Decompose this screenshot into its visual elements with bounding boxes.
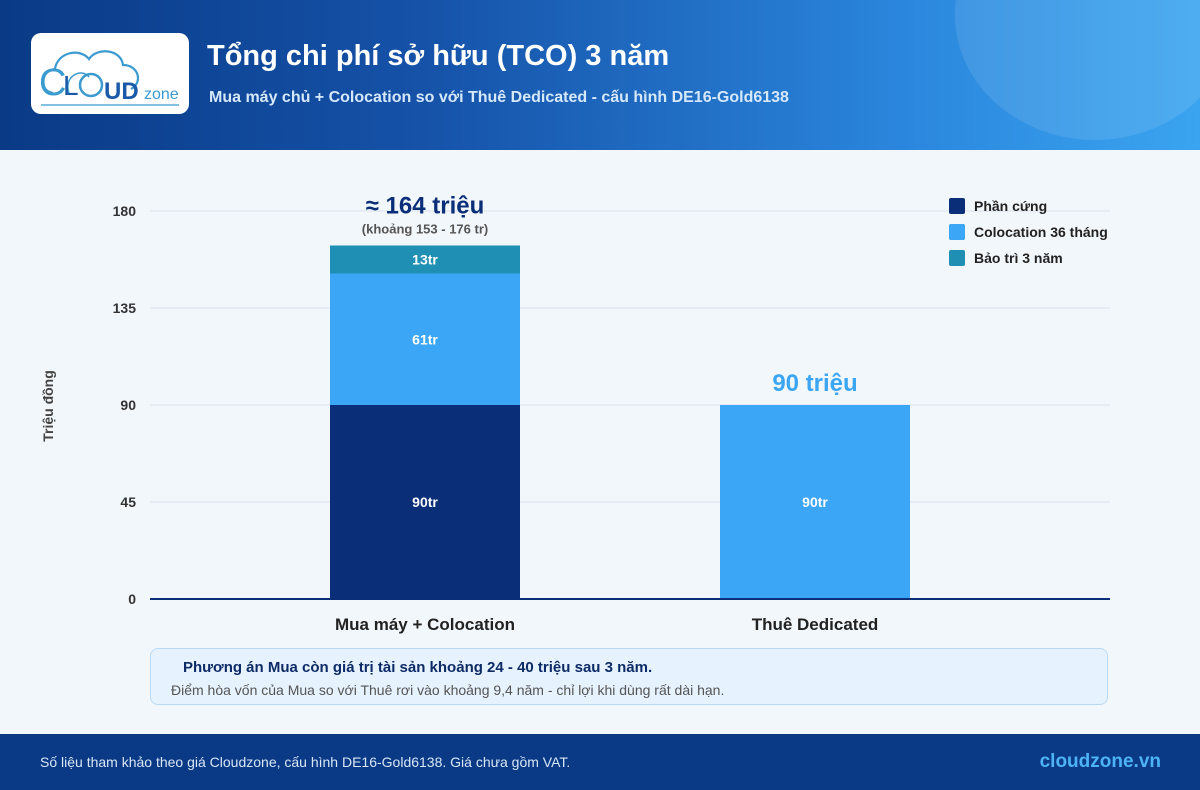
bar-segment (720, 405, 910, 599)
page-title: Tổng chi phí sở hữu (TCO) 3 năm (207, 40, 670, 72)
bar-value-label: 61tr (412, 331, 438, 347)
legend-label: Bảo trì 3 năm (974, 250, 1063, 266)
bar-segment (330, 245, 520, 274)
logo: C L UD zone (31, 33, 189, 114)
logo-letter-l: L (63, 70, 79, 101)
bar-value-label: 90tr (802, 494, 828, 510)
logo-text-zone: zone (144, 86, 179, 103)
y-tick-label: 135 (113, 300, 137, 316)
x-category-label: Mua máy + Colocation (335, 615, 515, 634)
footer: Số liệu tham khảo theo giá Cloudzone, cấ… (0, 734, 1200, 790)
footer-note: Số liệu tham khảo theo giá Cloudzone, cấ… (40, 754, 571, 770)
legend-label: Phần cứng (974, 198, 1047, 214)
bar-total-range: (khoảng 153 - 176 tr) (362, 221, 488, 236)
info-note: Phương án Mua còn giá trị tài sản khoảng… (150, 648, 1108, 705)
header-banner: C L UD zone Tổng chi phí sở hữu (TCO) 3 … (0, 0, 1200, 150)
bar-total-label: ≈ 164 triệu (366, 192, 485, 219)
legend-swatch (949, 250, 965, 266)
note-sub-text: Điểm hòa vốn của Mua so với Thuê rơi vào… (171, 682, 725, 698)
bar-value-label: 90tr (412, 494, 438, 510)
y-axis-label: Triệu đồng (40, 370, 56, 442)
page-subtitle: Mua máy chủ + Colocation so với Thuê Ded… (209, 89, 789, 106)
bar-total-label: 90 triệu (772, 370, 857, 397)
tco-bar-chart: Triệu đồng 0 45 90 135 180 90tr 61tr 13tr ≈ 164 … (40, 192, 1110, 634)
cloudzone-logo-icon: C L UD zone (39, 50, 179, 106)
y-tick-label: 0 (128, 591, 136, 607)
legend-swatch (949, 198, 965, 214)
footer-link[interactable]: cloudzone.vn (1039, 751, 1161, 772)
x-category-label: Thuê Dedicated (752, 615, 879, 634)
decorative-circle (955, 0, 1200, 140)
bar-value-label: 13tr (412, 252, 438, 268)
y-tick-label: 180 (113, 203, 137, 219)
bar-segment (330, 273, 520, 405)
logo-text-ud: UD (104, 78, 139, 105)
note-main-text: Phương án Mua còn giá trị tài sản khoảng… (183, 659, 653, 676)
legend-swatch (949, 224, 965, 240)
legend-label: Colocation 36 tháng (974, 224, 1108, 240)
logo-letter-c: C (39, 62, 66, 104)
y-tick-label: 90 (120, 397, 136, 413)
y-tick-label: 45 (120, 494, 136, 510)
bar-segment (330, 405, 520, 599)
